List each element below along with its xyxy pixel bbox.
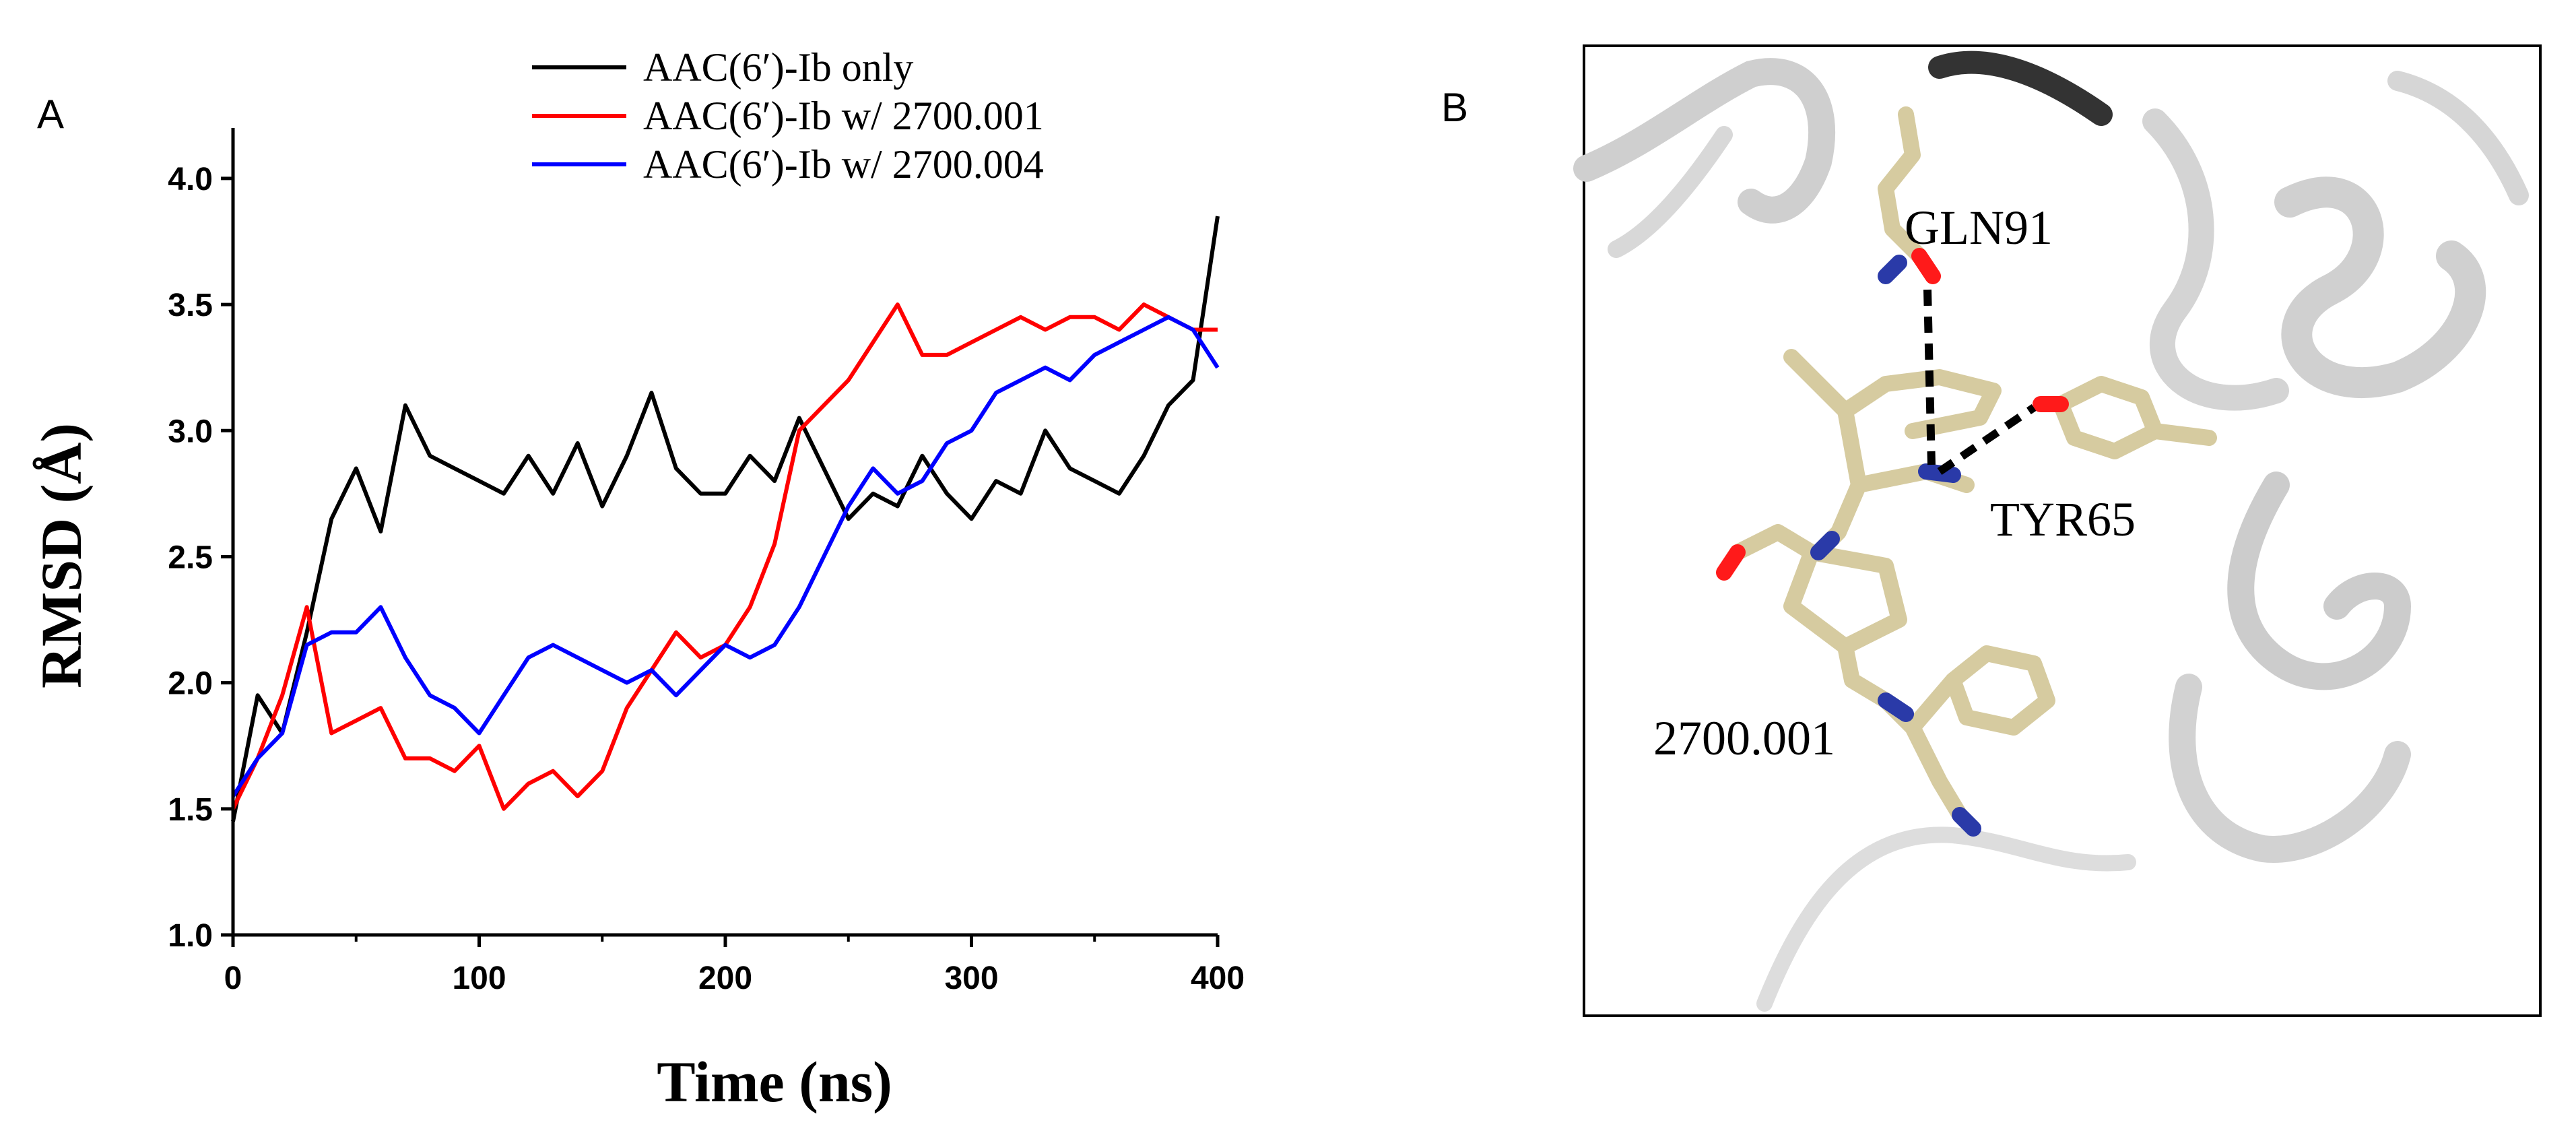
ribbon-top-dark	[1928, 51, 2113, 126]
y-tick-label: 3.0	[168, 414, 213, 449]
gln91-sidechain	[1878, 106, 1927, 264]
y-tick-label: 3.5	[168, 288, 213, 323]
plot-lines	[231, 216, 1220, 822]
hbond-tyr65	[1937, 404, 2037, 475]
molecular-structure-view: GLN91 TYR65 2700.001	[1573, 44, 2542, 1017]
y-axis-title: RMSD (Å)	[29, 423, 94, 688]
x-tick-label: 400	[1191, 961, 1245, 996]
rmsd-line-chart: 0 100 200 300 400 1.0 1.5 2.0 2.5 3.0 3.5 4.0 RMSD …	[29, 45, 1245, 1114]
panel-b-letter: B	[1441, 85, 1468, 130]
ligand-nitrogen-2	[1810, 531, 1840, 560]
hydrogen-bonds	[1923, 289, 2037, 475]
y-tick-label: 2.0	[168, 666, 213, 702]
label-ligand: 2700.001	[1653, 711, 1835, 765]
series-line-1	[231, 216, 1220, 822]
panel-a-letter: A	[37, 92, 64, 137]
legend-label-1: AAC(6′)-Ib only	[643, 45, 913, 90]
ribbon-right-top	[2387, 71, 2529, 205]
axis-ticks: 0 100 200 300 400 1.0 1.5 2.0 2.5 3.0 3.5 4.0	[168, 162, 1245, 996]
x-tick-label: 200	[698, 961, 752, 996]
x-tick-label: 300	[944, 961, 998, 996]
label-gln91: GLN91	[1905, 201, 2053, 255]
legend-label-2: AAC(6′)-Ib w/ 2700.001	[643, 94, 1044, 138]
y-tick-label: 1.0	[168, 918, 213, 954]
ligand-oxygen	[1716, 544, 1746, 581]
ribbon-bottom-strand	[1756, 826, 2136, 1012]
legend-label-3: AAC(6′)-Ib w/ 2700.004	[643, 142, 1044, 187]
y-tick-label: 1.5	[168, 792, 213, 828]
tyr65-tail	[2147, 423, 2217, 446]
ligand-sticks	[1716, 106, 2217, 837]
ligand-nitrogen-4	[1952, 807, 1981, 837]
ribbon-top-left	[1573, 58, 1836, 224]
ligand-nitrogen-1	[1918, 463, 1961, 483]
x-axis-title: Time (ns)	[657, 1049, 892, 1114]
y-tick-label: 2.5	[168, 540, 213, 575]
ribbon-right-bottom	[2169, 674, 2411, 863]
ligand-pyrrolidine	[1783, 544, 1907, 655]
protein-ribbons	[1573, 51, 2529, 1012]
ribbon-right-helix	[2274, 176, 2486, 398]
hbond-gln91	[1923, 289, 1936, 465]
label-tyr65: TYR65	[1990, 492, 2136, 546]
ligand-phenyl	[1905, 645, 2055, 736]
ligand-nitrogen-3	[1878, 692, 1914, 722]
ribbon-right-lower	[2227, 472, 2412, 690]
x-tick-label: 0	[224, 961, 242, 996]
gln91-oxygen	[1911, 248, 1941, 284]
x-tick-label: 100	[452, 961, 506, 996]
series-line-3	[231, 315, 1220, 798]
ribbon-top-left-edge	[1608, 126, 1733, 258]
y-tick-label: 4.0	[168, 162, 213, 197]
ribbon-right-loop	[2142, 108, 2289, 411]
gln91-nitrogen	[1878, 255, 1907, 284]
